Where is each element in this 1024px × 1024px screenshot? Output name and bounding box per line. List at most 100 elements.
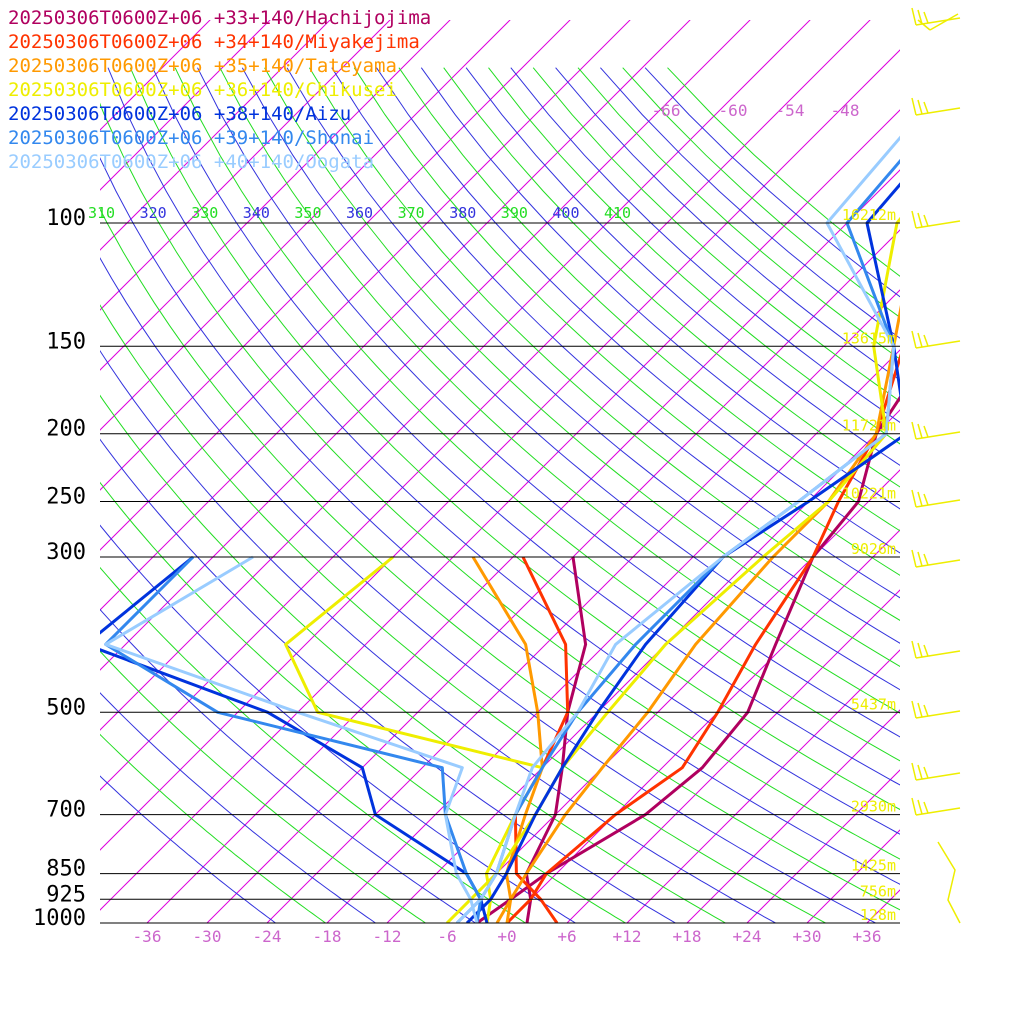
height-label: 9026m [851,540,896,558]
dry-adiabat-line [241,67,900,691]
wind-barb [911,549,961,568]
temp-tick-label: +30 [793,927,822,946]
moist-adiabat-line [667,67,900,277]
moist-adiabat-line [532,67,900,402]
moist-adiabat-line [398,67,900,532]
wind-barb-flag [917,332,923,348]
theta-label: 320 [140,204,167,222]
wind-barb-flag [917,799,923,815]
height-label: 756m [860,882,896,900]
wind-barb [911,97,961,116]
temp-tick-label: +0 [497,927,516,946]
moist-adiabat-line [174,67,900,762]
isotherm-line [386,409,900,923]
dry-adiabat-line [100,524,577,923]
wind-barb-flag [911,97,917,116]
top-temp-label: -66 [652,101,681,120]
moist-adiabat-line [129,67,900,811]
wind-barb-flag [911,762,917,781]
moist-adiabat-line [219,67,900,714]
legend-entry: 20250306T0600Z+06 +40+140/Oogata [8,151,375,173]
moist-adiabat-line [353,67,900,576]
isotherm-line [100,20,811,731]
isotherm-line [100,20,631,551]
temp-tick-label: +24 [733,927,762,946]
pressure-label: 100 [46,206,86,231]
dry-adiabat-line [376,67,900,554]
isotherm-line [100,20,511,431]
wind-barb-flag [923,334,929,347]
height-label: 2930m [851,798,896,816]
wind-barb [911,489,961,508]
height-label: 16212m [842,206,896,224]
dry-adiabat-line [100,608,477,923]
legend-entry: 20250306T0600Z+06 +36+140/Chikusei [8,79,397,101]
dry-adiabat-line [100,438,677,923]
legend-entry: 20250306T0600Z+06 +34+140/Miyakejima [8,31,420,53]
wind-barb-staff [929,13,959,31]
dewpoint-line [104,555,483,923]
wind-barb-flag [911,421,917,440]
wind-barb-flag [917,642,923,658]
moist-adiabat-line [100,394,727,923]
theta-label: 370 [398,204,425,222]
wind-barb-staff [915,710,961,719]
wind-barb-flag [917,764,923,780]
theta-label: 380 [449,204,476,222]
theta-label: 360 [346,204,373,222]
isotherm-line [100,49,900,851]
wind-barb [911,210,961,229]
wind-barb-flag [923,553,929,566]
wind-barb-flag [923,101,929,114]
moist-adiabat-line [100,208,900,911]
legend-entry: 20250306T0600Z+06 +33+140/Hachijojima [8,7,432,29]
moist-adiabat-line [100,304,827,923]
wind-barb-flag [911,489,917,508]
pressure-label: 700 [46,798,86,823]
isotherm-line [100,20,871,791]
wind-barb [911,762,961,781]
wind-barb-flag [911,330,917,349]
legend-entry: 20250306T0600Z+06 +39+140/Shonai [8,127,375,149]
wind-barb [937,841,961,924]
temp-tick-label: -36 [133,927,162,946]
isotherm-line [506,529,900,923]
wind-barb-staff [915,499,961,508]
temp-tick-label: +18 [673,927,702,946]
wind-barb-flag [917,491,923,507]
height-label: 10221m [842,485,896,503]
wind-barb-staff [915,772,961,781]
wind-barb-staff [915,220,961,229]
wind-barb [911,640,961,659]
plot-area [100,20,900,923]
wind-barb-flag [917,99,923,115]
isotherm-line [266,289,900,923]
wind-barb-flag [923,11,929,24]
height-label: 13615m [842,329,896,347]
top-temp-label: -60 [719,101,748,120]
dewpoint-line [524,556,588,923]
legend: 20250306T0600Z+06 +33+140/Hachijojima 202… [8,6,431,174]
wind-barb [911,700,961,719]
height-label: 128m [860,906,896,924]
theta-label: 400 [552,204,579,222]
pressure-label: 500 [46,695,86,720]
theta-label: 310 [88,204,115,222]
theta-label: 390 [501,204,528,222]
moist-adiabat-line [443,67,900,488]
isotherm-line [100,109,900,911]
theta-label: 340 [243,204,270,222]
height-label: 11721m [842,417,896,435]
isotherm-line [100,20,691,611]
temp-tick-label: +36 [853,927,882,946]
isotherm-line [100,20,571,491]
wind-barb-flag [923,425,929,438]
wind-barb [911,797,961,816]
wind-barb-flag [911,640,917,659]
wind-barb-flag [923,704,929,717]
wind-barb-flag [917,19,931,31]
temperature-line [495,304,900,923]
wind-barb-flag [911,700,917,719]
